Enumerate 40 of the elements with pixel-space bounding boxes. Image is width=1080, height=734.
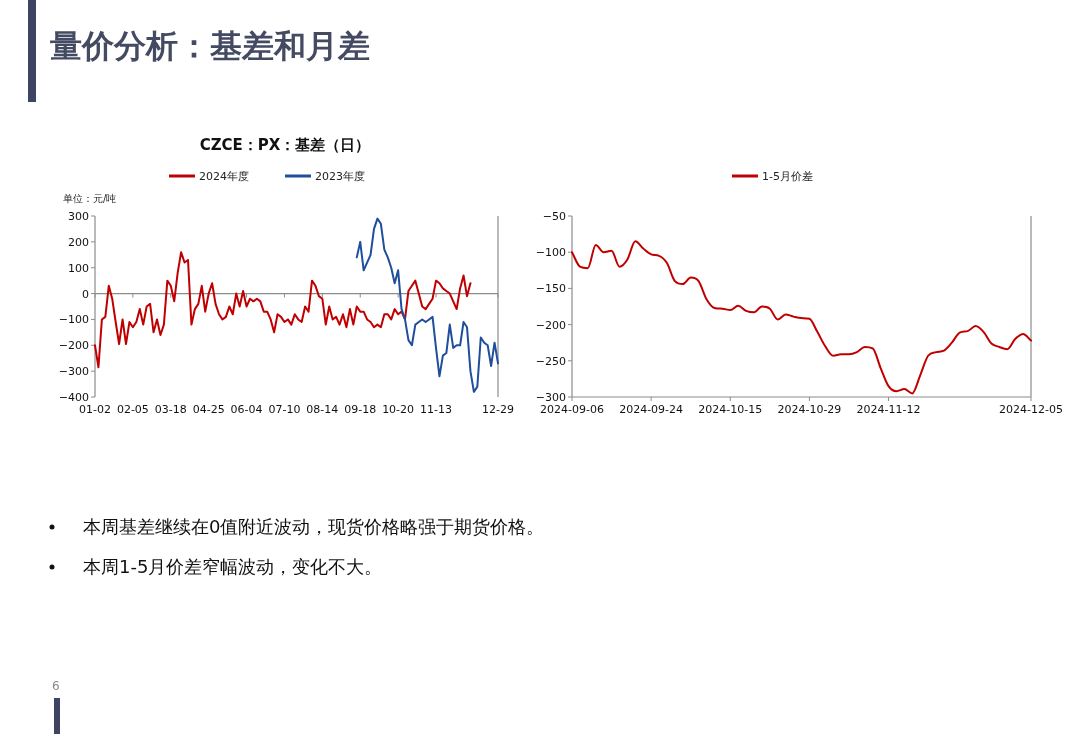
x-tick-label: 06-04 [230,403,263,416]
y-tick-label: 300 [68,210,89,223]
y-tick-label: −100 [58,313,89,327]
y-tick-label: −300 [58,365,89,379]
x-tick-label: 08-14 [306,403,339,416]
text: 6 [52,679,60,693]
x-tick-label: 2024-11-12 [856,403,921,416]
legend-label: 2023年度 [315,170,365,183]
x-tick-label: 09-18 [344,403,377,416]
legend-label: 2024年度 [199,170,249,183]
y-tick-label: −100 [535,246,566,260]
y-tick-label: −50 [542,210,566,223]
y-tick-label: −300 [535,391,566,404]
y-axis-title: 单位：元/吨 [63,193,117,204]
x-tick-label: 12-29 [482,403,514,416]
x-tick-label: 03-18 [154,403,187,416]
x-tick-label: 10-20 [382,403,415,416]
x-tick-label: 2024-09-06 [540,403,604,416]
x-tick-label: 04-25 [192,403,225,416]
y-tick-label: 200 [68,235,89,249]
text: 量价分析：基差和月差 [50,27,370,65]
text: 本周基差继续在0值附近波动，现货价格略强于期货价格。 [83,516,545,537]
x-tick-label: 02-05 [116,403,149,416]
text: 本周1-5月价差窄幅波动，变化不大。 [83,556,383,577]
x-tick-label: 01-02 [79,403,111,416]
y-tick-label: 0 [82,287,89,301]
y-tick-label: −200 [58,339,89,353]
y-tick-label: −150 [535,282,566,296]
x-tick-label: 11-13 [420,403,452,416]
x-tick-label: 2024-12-05 [999,403,1063,416]
y-tick-label: −400 [58,391,89,404]
x-tick-label: 2024-10-15 [698,403,763,416]
x-tick-label: 2024-10-29 [777,403,842,416]
x-tick-label: 2024-09-24 [619,403,684,416]
y-tick-label: −250 [535,354,566,368]
chart-title: CZCE：PX：基差（日） [199,136,371,154]
x-tick-label: 07-10 [268,403,301,416]
y-tick-label: 100 [68,261,89,275]
y-tick-label: −200 [535,318,566,332]
legend-label: 1-5月价差 [762,170,813,183]
